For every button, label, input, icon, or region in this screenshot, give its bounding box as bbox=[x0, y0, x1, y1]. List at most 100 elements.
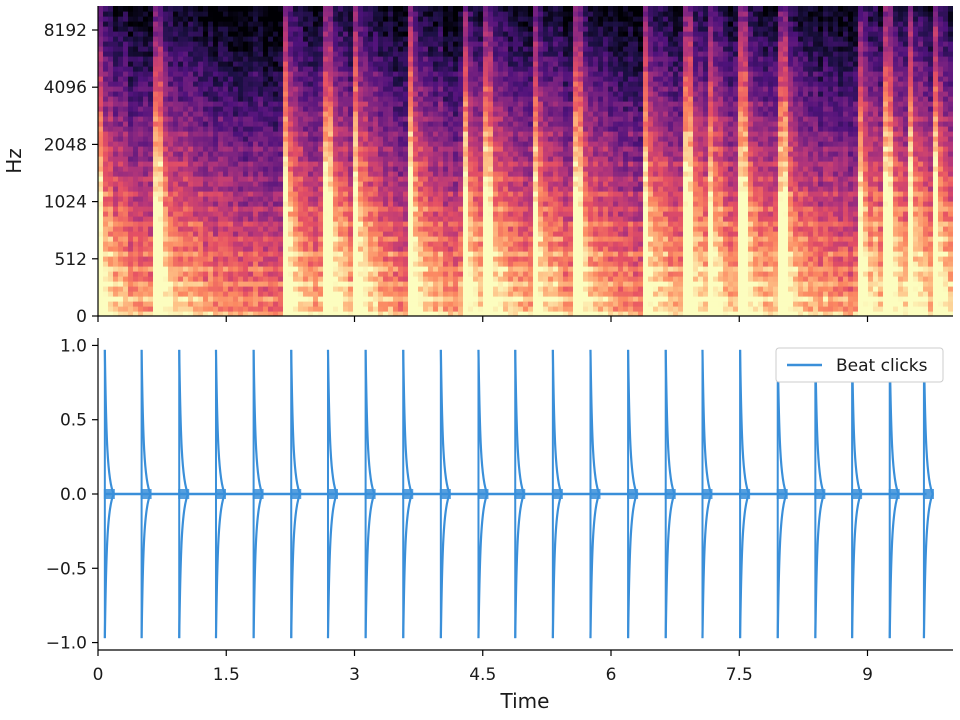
spectrogram-cell bbox=[248, 226, 254, 232]
spectrogram-cell bbox=[408, 206, 414, 212]
spectrogram-cell bbox=[458, 76, 464, 82]
spectrogram-cell bbox=[168, 146, 174, 152]
spectrogram-cell bbox=[103, 61, 109, 67]
spectrogram-cell bbox=[383, 141, 389, 147]
spectrogram-cell bbox=[218, 286, 224, 292]
spectrogram-cell bbox=[208, 171, 214, 177]
spectrogram-cell bbox=[273, 11, 279, 17]
spectrogram-cell bbox=[168, 251, 174, 257]
spectrogram-cell bbox=[388, 226, 394, 232]
spectrogram-cell bbox=[293, 46, 299, 52]
spectrogram-cell bbox=[118, 231, 124, 237]
spectrogram-cell bbox=[478, 41, 484, 47]
spectrogram-cell bbox=[103, 26, 109, 32]
spectrogram-cell bbox=[183, 271, 189, 277]
spectrogram-cell bbox=[443, 201, 449, 207]
spectrogram-cell bbox=[153, 86, 159, 92]
spectrogram-cell bbox=[413, 86, 419, 92]
spectrogram-cell bbox=[443, 311, 449, 316]
spectrogram-cell bbox=[413, 41, 419, 47]
spectrogram-cell bbox=[483, 81, 489, 87]
spectrogram-cell bbox=[183, 151, 189, 157]
spectrogram-cell bbox=[308, 6, 314, 12]
spectrogram-cell bbox=[428, 101, 434, 107]
spectrogram-cell bbox=[158, 161, 164, 167]
spectrogram-cell bbox=[363, 191, 369, 197]
spectrogram-cell bbox=[423, 156, 429, 162]
spectrogram-cell bbox=[248, 36, 254, 42]
spectrogram-cell bbox=[318, 126, 324, 132]
spectrogram-cell bbox=[443, 156, 449, 162]
spectrogram-cell bbox=[448, 86, 454, 92]
spectrogram-cell bbox=[498, 251, 504, 257]
spectrogram-cell bbox=[433, 236, 439, 242]
spectrogram-cell bbox=[273, 81, 279, 87]
spectrogram-cell bbox=[468, 311, 474, 316]
spectrogram-cell bbox=[398, 121, 404, 127]
spectrogram-cell bbox=[183, 186, 189, 192]
spectrogram-cell bbox=[113, 211, 119, 217]
spectrogram-cell bbox=[203, 6, 209, 12]
spectrogram-cell bbox=[168, 136, 174, 142]
spectrogram-cell bbox=[498, 196, 504, 202]
spectrogram-cell bbox=[188, 31, 194, 37]
spectrogram-cell bbox=[488, 286, 494, 292]
spectrogram-cell bbox=[228, 196, 234, 202]
spectrogram-cell bbox=[463, 26, 469, 32]
spectrogram-cell bbox=[348, 111, 354, 117]
spectrogram-cell bbox=[398, 151, 404, 157]
spectrogram-cell bbox=[118, 261, 124, 267]
spectrogram-cell bbox=[378, 6, 384, 12]
spectrogram-cell bbox=[153, 296, 159, 302]
spectrogram-cell bbox=[203, 176, 209, 182]
spectrogram-cell bbox=[253, 6, 259, 12]
spectrogram-cell bbox=[438, 246, 444, 252]
spectrogram-cell bbox=[268, 56, 274, 62]
spectrogram-cell bbox=[283, 166, 289, 172]
spectrogram-cell bbox=[313, 16, 319, 22]
spectrogram-cell bbox=[178, 76, 184, 82]
spectrogram-cell bbox=[138, 151, 144, 157]
spectrogram-cell bbox=[463, 191, 469, 197]
spectrogram-cell bbox=[383, 71, 389, 77]
spectrogram-cell bbox=[233, 111, 239, 117]
spectrogram-cell bbox=[303, 16, 309, 22]
spectrogram-cell bbox=[198, 186, 204, 192]
spectrogram-cell bbox=[228, 306, 234, 312]
spectrogram-cell bbox=[248, 56, 254, 62]
spectrogram-cell bbox=[398, 236, 404, 242]
spectrogram-cell bbox=[118, 266, 124, 272]
spectrogram-cell bbox=[408, 111, 414, 117]
spectrogram-cell bbox=[228, 186, 234, 192]
spectrogram-cell bbox=[328, 6, 334, 12]
spectrogram-cell bbox=[133, 51, 139, 57]
spectrogram-cell bbox=[133, 71, 139, 77]
spectrogram-cell bbox=[353, 36, 359, 42]
spectrogram-cell bbox=[418, 226, 424, 232]
spectrogram-cell bbox=[253, 101, 259, 107]
spectrogram-cell bbox=[413, 96, 419, 102]
spectrogram-cell bbox=[488, 6, 494, 12]
spectrogram-cell bbox=[318, 216, 324, 222]
spectrogram-cell bbox=[103, 211, 109, 217]
spectrogram-cell bbox=[128, 96, 134, 102]
spectrogram-cell bbox=[293, 141, 299, 147]
spectrogram-cell bbox=[248, 216, 254, 222]
spectrogram-cell bbox=[138, 26, 144, 32]
spectrogram-cell bbox=[198, 106, 204, 112]
spectrogram-cell bbox=[488, 291, 494, 297]
spectrogram-cell bbox=[303, 276, 309, 282]
spectrogram-cell bbox=[108, 146, 114, 152]
spectrogram-cell bbox=[418, 61, 424, 67]
spectrogram-cell bbox=[148, 211, 154, 217]
spectrogram-cell bbox=[418, 146, 424, 152]
spectrogram-cell bbox=[368, 311, 374, 316]
spectrogram-cell bbox=[333, 221, 339, 227]
spectrogram-cell bbox=[158, 66, 164, 72]
spectrogram-cell bbox=[343, 301, 349, 307]
spectrogram-cell bbox=[448, 116, 454, 122]
spectrogram-cell bbox=[413, 246, 419, 252]
spectrogram-cell bbox=[223, 56, 229, 62]
spectrogram-cell bbox=[173, 106, 179, 112]
spectrogram-cell bbox=[148, 81, 154, 87]
